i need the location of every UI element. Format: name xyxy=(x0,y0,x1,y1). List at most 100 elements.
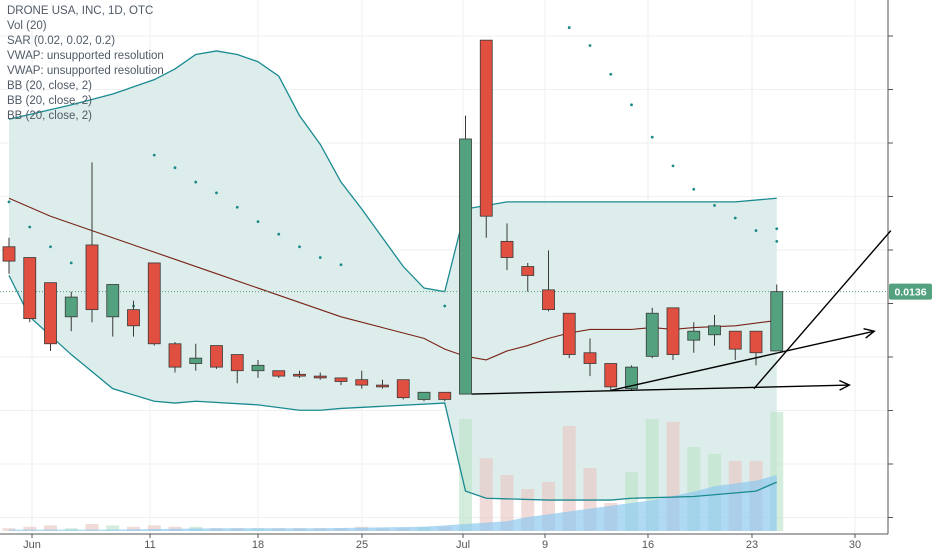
candle-body xyxy=(521,266,535,276)
bollinger-upper-line xyxy=(8,50,777,293)
candle-body xyxy=(749,330,763,354)
candle-body xyxy=(376,384,389,388)
sar-point xyxy=(7,200,11,204)
candle-body xyxy=(479,39,493,217)
volume-bar xyxy=(44,525,57,531)
sar-point xyxy=(235,205,239,209)
volume-ma-area xyxy=(9,475,777,531)
x-tick-label: 11 xyxy=(144,539,155,550)
legend-line: VWAP: unsupported resolution xyxy=(7,65,164,77)
sar-point xyxy=(609,72,613,76)
legend-line: VWAP: unsupported resolution xyxy=(7,50,164,62)
sar-point xyxy=(775,227,779,231)
last-price-tag xyxy=(889,283,932,300)
sar-point xyxy=(298,245,301,249)
sar-point xyxy=(630,103,633,107)
candle-body xyxy=(604,363,618,388)
sar-point xyxy=(277,232,281,236)
sar-point xyxy=(567,26,571,29)
volume-bar xyxy=(459,419,472,531)
candle-body xyxy=(583,352,597,364)
sar-point xyxy=(69,261,73,265)
candle-body xyxy=(687,330,701,341)
candle-body xyxy=(355,379,369,386)
candle-body xyxy=(2,246,16,262)
x-tick-label: 23 xyxy=(746,539,758,550)
candle-body xyxy=(770,291,784,352)
sar-point xyxy=(588,44,592,47)
sar-point xyxy=(28,225,32,229)
candle-body xyxy=(23,257,37,320)
legend-line: BB (20, close, 2) xyxy=(7,110,93,122)
x-tick-label: Jun xyxy=(23,539,41,550)
volume-bar xyxy=(85,524,99,531)
candle-body xyxy=(313,375,327,379)
sar-point xyxy=(754,229,758,232)
sar-point xyxy=(650,135,654,139)
sar-point xyxy=(318,256,322,259)
volume-bar xyxy=(23,526,37,531)
candle-body xyxy=(334,377,348,382)
candle-body xyxy=(106,284,120,318)
candle-body xyxy=(272,370,286,377)
x-tick-label: 16 xyxy=(642,539,654,550)
volume-bar xyxy=(106,525,120,531)
candle-body xyxy=(210,345,223,368)
candle-body xyxy=(500,240,514,258)
sar-point xyxy=(339,263,343,267)
legend-line: BB (20, close, 2) xyxy=(7,95,93,107)
candle-body xyxy=(417,391,431,400)
candle-body xyxy=(168,343,182,368)
candle-body xyxy=(64,296,78,318)
sar-point xyxy=(713,204,716,207)
last-price-label: 0.0136 xyxy=(894,287,926,299)
candle-body xyxy=(562,312,576,355)
candle-body xyxy=(728,330,742,350)
candle-body xyxy=(708,325,721,336)
trendline xyxy=(753,230,892,390)
volume-bar xyxy=(147,525,161,531)
sar-point xyxy=(49,245,52,249)
bollinger-band-fill xyxy=(9,50,777,501)
sar-point xyxy=(194,180,198,184)
trendline-arrowhead xyxy=(863,328,876,339)
volume-bar xyxy=(562,426,576,531)
sar-point xyxy=(775,239,779,243)
candle-body xyxy=(44,282,57,345)
legend-line: BB (20, close, 2) xyxy=(7,80,93,92)
candle-body xyxy=(542,289,555,311)
candle-body xyxy=(459,138,472,395)
volume-bar xyxy=(479,458,493,531)
x-tick-label: 9 xyxy=(542,539,548,550)
candle-body xyxy=(147,262,161,345)
sar-point xyxy=(256,220,260,224)
candle-body xyxy=(625,366,638,390)
bollinger-lower-line xyxy=(8,275,778,501)
candle-body xyxy=(85,244,99,311)
candle-body xyxy=(645,312,659,357)
sar-point xyxy=(671,164,675,168)
trendline xyxy=(610,330,875,392)
volume-bar xyxy=(127,526,140,531)
trendline xyxy=(471,384,850,395)
candle-body xyxy=(438,391,452,400)
sar-point xyxy=(692,187,696,191)
volume-bar xyxy=(500,475,514,531)
candle-body xyxy=(666,307,680,355)
candle-body xyxy=(396,379,410,399)
sar-point xyxy=(443,304,447,308)
legend-line: Vol (20) xyxy=(7,20,47,32)
legend-title: DRONE USA, INC, 1D, OTC xyxy=(7,5,154,17)
trendline-arrowhead xyxy=(839,379,851,391)
x-tick-label: Jul xyxy=(456,539,470,550)
sar-point xyxy=(733,216,737,220)
x-tick-label: 30 xyxy=(849,539,861,550)
sar-point xyxy=(173,166,177,170)
candle-body xyxy=(127,309,140,327)
sar-point xyxy=(152,153,156,157)
candle-body xyxy=(293,373,306,377)
candle-body xyxy=(189,357,203,364)
chart-legend: DRONE USA, INC, 1D, OTC Vol (20) SAR (0.… xyxy=(7,4,164,124)
legend-line: SAR (0.02, 0.02, 0.2) xyxy=(7,35,116,47)
